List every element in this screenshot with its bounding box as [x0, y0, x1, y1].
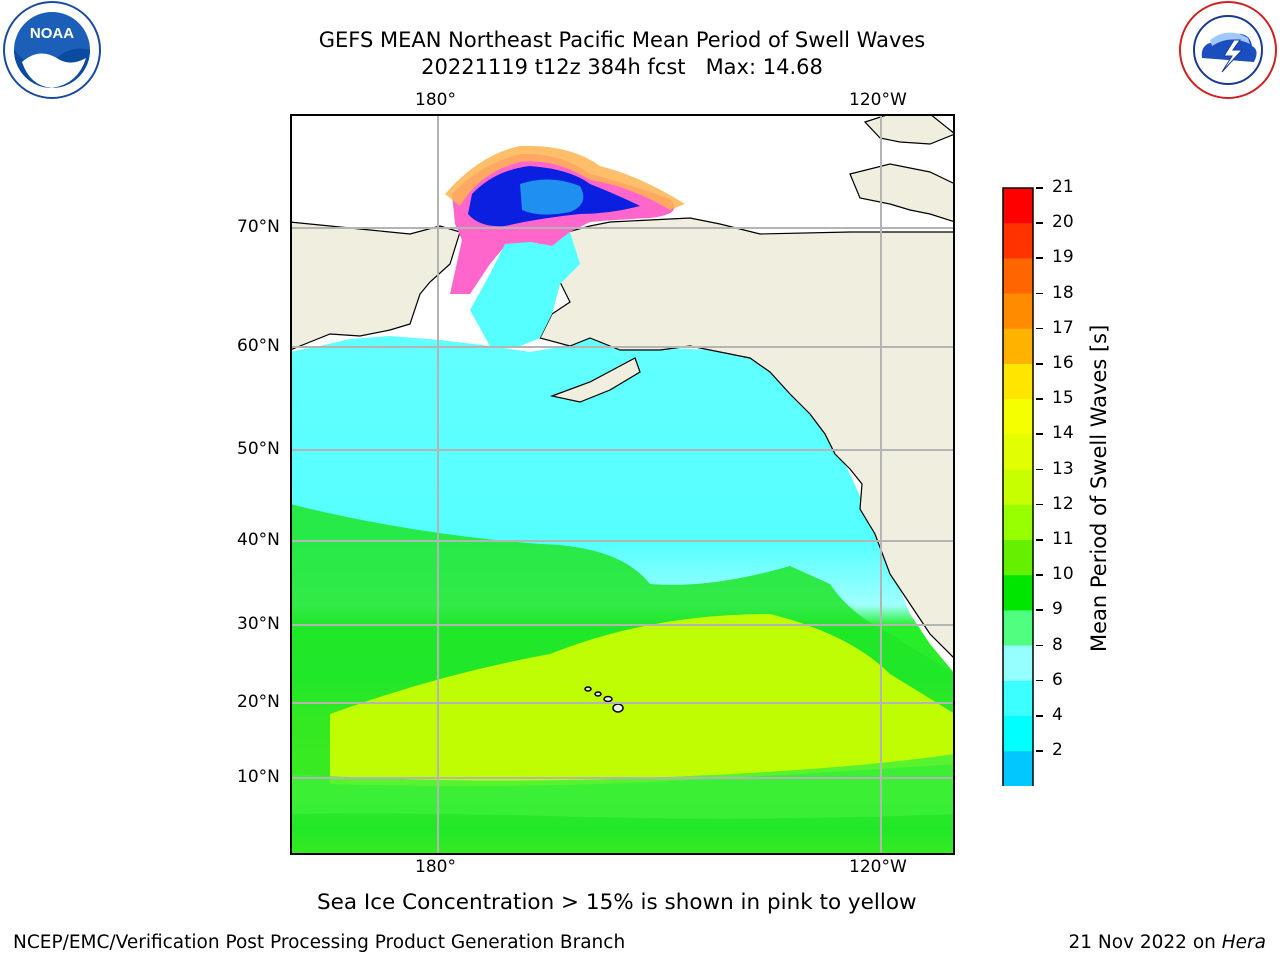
colorbar-segment	[1003, 716, 1033, 752]
colorbar-tick-label: 15	[1052, 388, 1074, 409]
noaa-logo-text: NOAA	[30, 25, 74, 42]
colorbar-segment	[1003, 223, 1033, 259]
open-water-mid-blue	[520, 179, 584, 215]
colorbar-tick	[1036, 222, 1043, 224]
colorbar-tick	[1036, 679, 1043, 682]
colorbar-tick-label: 11	[1052, 529, 1074, 549]
colorbar-tick-label: 6	[1052, 669, 1063, 690]
noaa-logo: NOAA	[0, 0, 104, 104]
colorbar-segment	[1003, 328, 1033, 365]
colorbar-segment	[1003, 364, 1033, 400]
hawaii-islands	[584, 686, 624, 713]
land-alaska-canada	[539, 217, 954, 659]
colorbar-tick	[1036, 468, 1043, 471]
map-panel	[290, 114, 955, 855]
colorbar-tick	[1036, 257, 1043, 259]
sea-ice-orange-fringe	[445, 145, 685, 210]
lat-label-10n: 10°N	[237, 767, 280, 787]
lat-label-60n: 60°N	[237, 336, 280, 356]
nws-logo-icon	[1179, 1, 1277, 99]
colorbar-tick	[1036, 398, 1043, 400]
lat-label-20n: 20°N	[237, 692, 280, 712]
colorbar-tick-label: 2	[1052, 740, 1063, 761]
colorbar-tick	[1036, 715, 1043, 717]
colorbar-segment	[1003, 504, 1033, 541]
colorbar-tick	[1036, 292, 1043, 295]
colorbar-tick	[1036, 327, 1043, 330]
colorbar-tick-label: 14	[1052, 423, 1074, 444]
colorbar-title: Mean Period of Swell Waves [s]	[1087, 324, 1111, 652]
colorbar-tick-label: 18	[1052, 282, 1074, 303]
colorbar-segment	[1003, 680, 1033, 717]
sea-ice-note: Sea Ice Concentration > 15% is shown in …	[317, 890, 917, 915]
colorbar-segment	[1003, 751, 1033, 787]
colorbar-tick-label: 8	[1052, 634, 1063, 655]
graticule	[290, 114, 955, 855]
colorbar-segment	[1003, 434, 1033, 471]
colorbar-tick-label: 20	[1052, 212, 1074, 233]
land-arctic-islands	[849, 163, 954, 223]
ocean-yellow-belt	[330, 614, 954, 787]
colorbar-tick	[1036, 187, 1043, 189]
colorbar-segment	[1003, 293, 1033, 330]
colorbar-tick	[1036, 539, 1043, 541]
lat-label-30n: 30°N	[237, 614, 280, 634]
colorbar-tick	[1036, 433, 1043, 435]
colorbar-tick-label: 4	[1052, 705, 1063, 725]
colorbar-graphic	[1001, 187, 1035, 852]
chart-title-line1: GEFS MEAN Northeast Pacific Mean Period …	[318, 28, 926, 52]
colorbar-tick-label: 13	[1052, 458, 1074, 479]
alaska-peninsula	[549, 357, 641, 403]
colorbar-segment	[1003, 188, 1033, 224]
colorbar-segment	[1003, 469, 1033, 506]
colorbar-segment	[1003, 610, 1033, 647]
colorbar	[1000, 186, 1036, 852]
colorbar-segment	[1003, 258, 1033, 295]
lon-label-bottom-120w: 120°W	[849, 857, 907, 877]
colorbar-segment	[1003, 575, 1033, 611]
colorbar-segment	[1003, 540, 1033, 576]
colorbar-tick-label: 17	[1052, 317, 1074, 338]
footer-right: 21 Nov 2022 on Hera	[1068, 932, 1266, 953]
ocean-tropical-green	[291, 754, 954, 819]
footer-host: Hera	[1221, 932, 1266, 953]
colorbar-tick	[1036, 750, 1043, 752]
colorbar-tick-label: 9	[1052, 599, 1063, 620]
bering-strait-water	[470, 232, 580, 346]
map-frame	[290, 114, 955, 855]
noaa-logo-icon: NOAA	[3, 1, 101, 99]
colorbar-tick-label: 21	[1052, 177, 1074, 197]
colorbar-tick-label: 19	[1052, 247, 1074, 268]
colorbar-tick	[1036, 503, 1043, 506]
colorbar-segment	[1003, 399, 1033, 435]
lon-label-top-180: 180°	[415, 90, 456, 110]
lat-label-50n: 50°N	[237, 439, 280, 459]
colorbar-tick-label: 10	[1052, 564, 1074, 585]
colorbar-tick	[1036, 644, 1043, 647]
lon-label-bottom-180: 180°	[415, 857, 456, 877]
footer-left: NCEP/EMC/Verification Post Processing Pr…	[13, 932, 626, 953]
colorbar-tick	[1036, 363, 1043, 365]
swell-period-map	[290, 114, 955, 855]
chart-title-line2: 20221119 t12z 384h fcst Max: 14.68	[421, 55, 823, 79]
land-arctic-island-2	[863, 115, 954, 145]
footer-date: 21 Nov 2022 on	[1068, 932, 1222, 953]
colorbar-tick-label: 12	[1052, 493, 1074, 514]
colorbar-tick	[1036, 574, 1043, 576]
lat-label-40n: 40°N	[237, 530, 280, 550]
nws-logo	[1176, 0, 1280, 104]
lon-label-top-120w: 120°W	[849, 90, 907, 110]
land-asia	[291, 221, 461, 351]
colorbar-tick	[1036, 609, 1043, 611]
colorbar-segment	[1003, 645, 1033, 682]
colorbar-tick-label: 16	[1052, 353, 1074, 373]
lat-label-70n: 70°N	[237, 217, 280, 237]
